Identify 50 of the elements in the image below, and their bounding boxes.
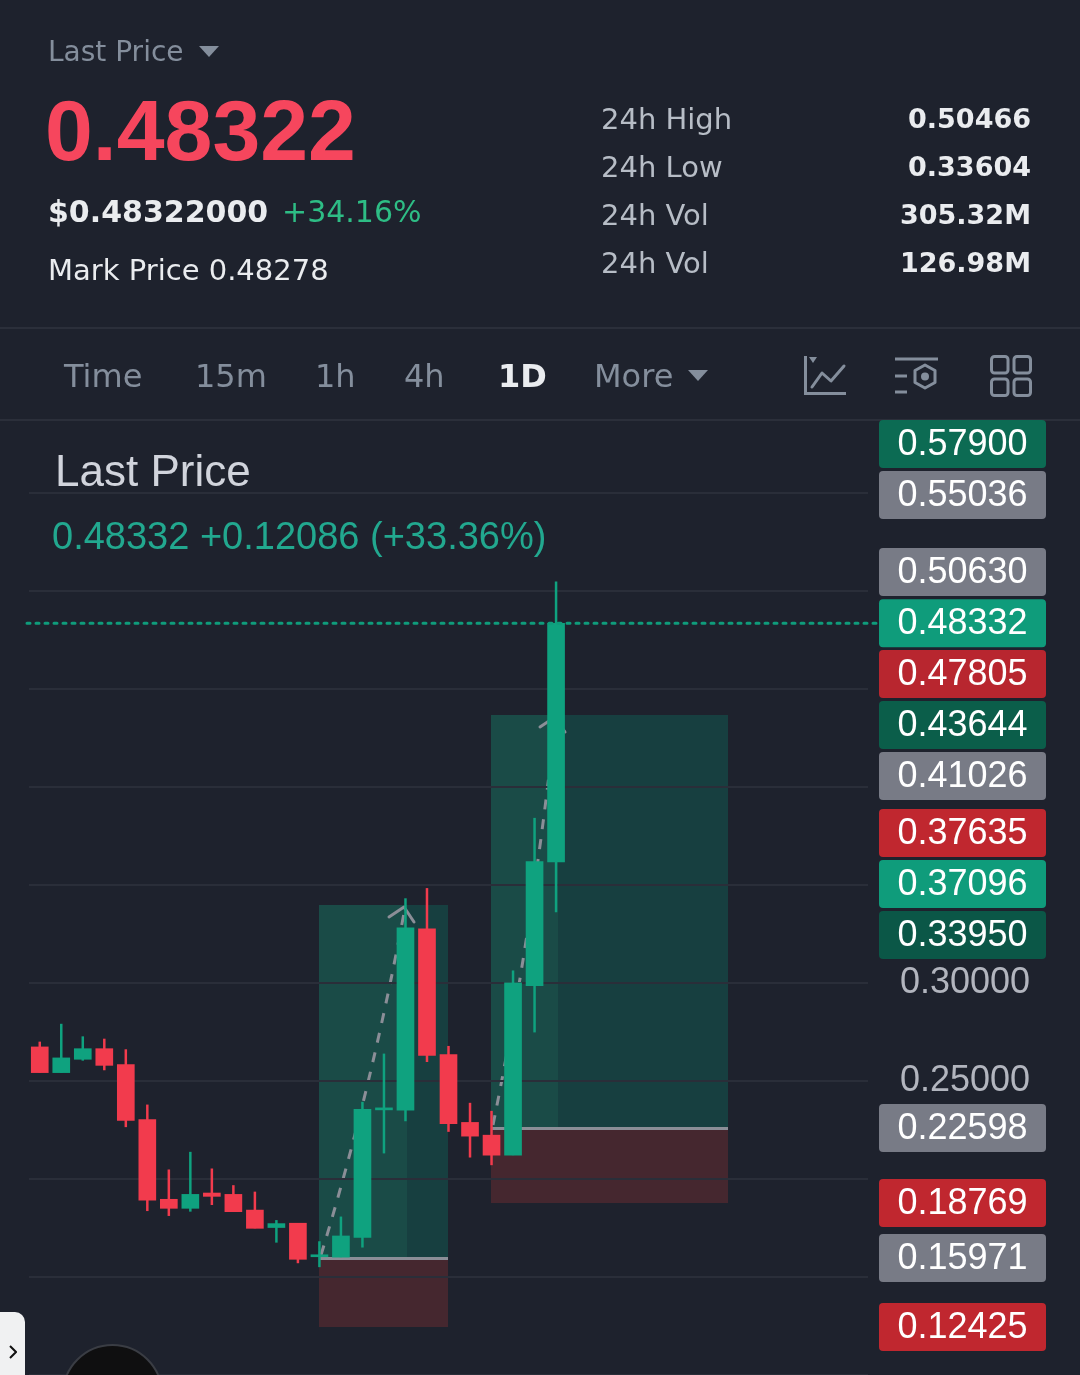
text: 0.18769	[897, 1180, 1028, 1222]
text: 24h Vol	[601, 197, 709, 233]
text: 24h Vol	[601, 245, 709, 281]
text: 15m	[195, 356, 267, 396]
text: 0.15971	[897, 1235, 1028, 1277]
text: 24h Low	[601, 149, 723, 185]
candlestick	[203, 1167, 221, 1207]
text: 0.50630	[897, 549, 1028, 591]
text: 0.12425	[897, 1304, 1028, 1346]
candlestick	[461, 1101, 479, 1159]
text: 0.48322	[45, 81, 356, 181]
candlestick	[267, 1218, 286, 1244]
text: 0.33950	[897, 912, 1028, 954]
candlestick	[52, 1022, 71, 1074]
text: 0.47805	[897, 651, 1028, 693]
text: 1h	[315, 356, 356, 396]
text: 1D	[498, 356, 547, 396]
y-tick-label: 0.25000	[900, 1057, 1031, 1099]
text: 0.41026	[897, 753, 1028, 795]
candlestick	[160, 1168, 178, 1218]
text: 126.98M	[899, 246, 1031, 280]
text: Last Price	[48, 35, 184, 69]
text: 0.37096	[897, 861, 1028, 903]
ref-line-label: 0.48332	[897, 601, 1028, 643]
y-tick-label: 0.30000	[900, 959, 1031, 1001]
text: Mark Price 0.48278	[48, 252, 329, 288]
text: More	[594, 356, 674, 396]
candlestick	[332, 1215, 350, 1259]
text: 0.50466	[908, 102, 1031, 136]
text: 0.22598	[897, 1105, 1028, 1147]
text: +34.16%	[282, 194, 422, 230]
text: 305.32M	[899, 198, 1031, 232]
text: $0.48322000	[48, 194, 269, 230]
text: Time	[64, 356, 143, 396]
text: 0.37635	[897, 810, 1028, 852]
candlestick	[73, 1035, 92, 1062]
text: 24h High	[601, 101, 733, 137]
candlestick	[224, 1183, 243, 1213]
text: 0.57900	[897, 421, 1028, 463]
candlestick	[181, 1150, 200, 1213]
text: 0.48332 +0.12086 (+33.36%)	[52, 514, 547, 559]
text: 4h	[404, 356, 445, 396]
candlestick	[482, 1109, 501, 1167]
candlestick	[310, 1240, 329, 1269]
candlestick	[95, 1037, 114, 1072]
text: Last Price	[55, 445, 251, 497]
text: 0.43644	[897, 702, 1028, 744]
text: 0.55036	[897, 472, 1028, 514]
text: 0.33604	[908, 150, 1031, 184]
candlestick	[246, 1190, 264, 1230]
